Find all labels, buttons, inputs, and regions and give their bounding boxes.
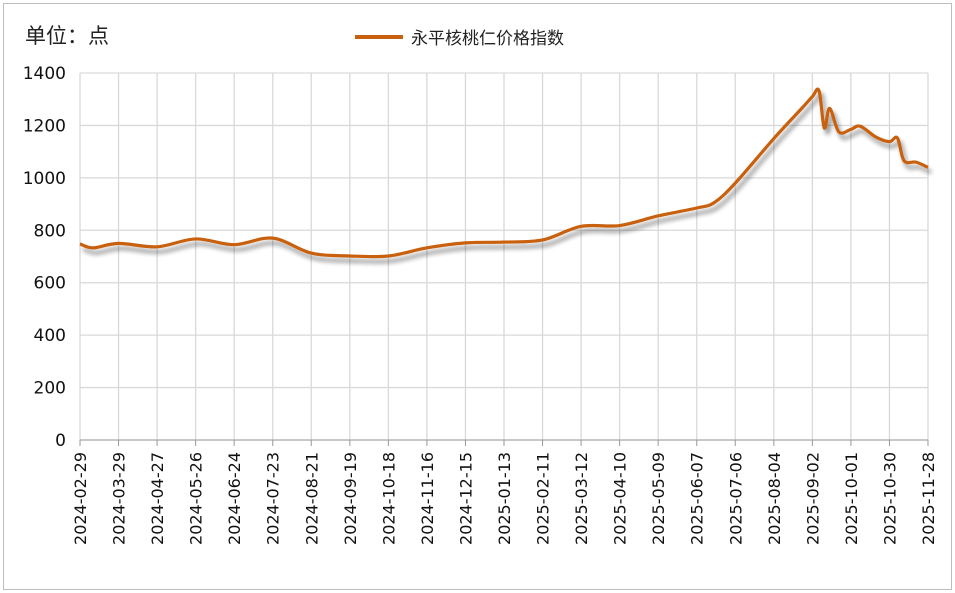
y-tick-label: 1400 bbox=[23, 64, 66, 84]
x-tick-label: 2024-05-26 bbox=[187, 452, 206, 545]
y-tick-label: 0 bbox=[55, 431, 66, 451]
x-tick-label: 2025-10-01 bbox=[842, 452, 861, 545]
x-tick-label: 2024-04-27 bbox=[148, 452, 167, 545]
y-tick-label: 1000 bbox=[23, 169, 66, 189]
x-tick-label: 2025-10-30 bbox=[880, 452, 899, 545]
unit-label: 单位：点 bbox=[25, 24, 109, 48]
x-tick-label: 2025-05-09 bbox=[649, 452, 668, 545]
legend: 永平核桃仁价格指数 bbox=[355, 24, 564, 49]
legend-swatch bbox=[355, 34, 403, 39]
x-tick-label: 2024-06-24 bbox=[225, 452, 244, 545]
y-tick-label: 200 bbox=[34, 379, 66, 399]
x-tick-label: 2025-04-10 bbox=[611, 452, 630, 545]
y-tick-label: 800 bbox=[34, 221, 66, 241]
x-tick-label: 2025-11-28 bbox=[919, 452, 938, 545]
x-tick-label: 2024-07-23 bbox=[264, 452, 283, 545]
x-tick-label: 2024-12-15 bbox=[456, 452, 475, 545]
x-tick-label: 2025-09-02 bbox=[803, 452, 822, 545]
chart-frame bbox=[3, 3, 952, 590]
x-tick-label: 2024-11-16 bbox=[418, 452, 437, 545]
x-tick-label: 2025-06-07 bbox=[688, 452, 707, 545]
x-tick-label: 2025-03-12 bbox=[572, 452, 591, 545]
x-tick-label: 2025-02-11 bbox=[534, 452, 553, 545]
y-tick-label: 400 bbox=[34, 326, 66, 346]
x-tick-label: 2025-08-04 bbox=[765, 452, 784, 545]
x-tick-label: 2024-09-19 bbox=[341, 452, 360, 545]
x-tick-label: 2025-07-06 bbox=[726, 452, 745, 545]
x-tick-label: 2024-08-21 bbox=[302, 452, 321, 545]
y-tick-label: 600 bbox=[34, 274, 66, 294]
x-tick-label: 2025-01-13 bbox=[495, 452, 514, 545]
x-tick-label: 2024-10-18 bbox=[379, 452, 398, 545]
x-tick-label: 2024-02-29 bbox=[71, 452, 90, 545]
x-tick-label: 2024-03-29 bbox=[110, 452, 129, 545]
series-line bbox=[79, 87, 929, 259]
legend-label: 永平核桃仁价格指数 bbox=[411, 29, 564, 49]
y-tick-label: 1200 bbox=[23, 116, 66, 136]
